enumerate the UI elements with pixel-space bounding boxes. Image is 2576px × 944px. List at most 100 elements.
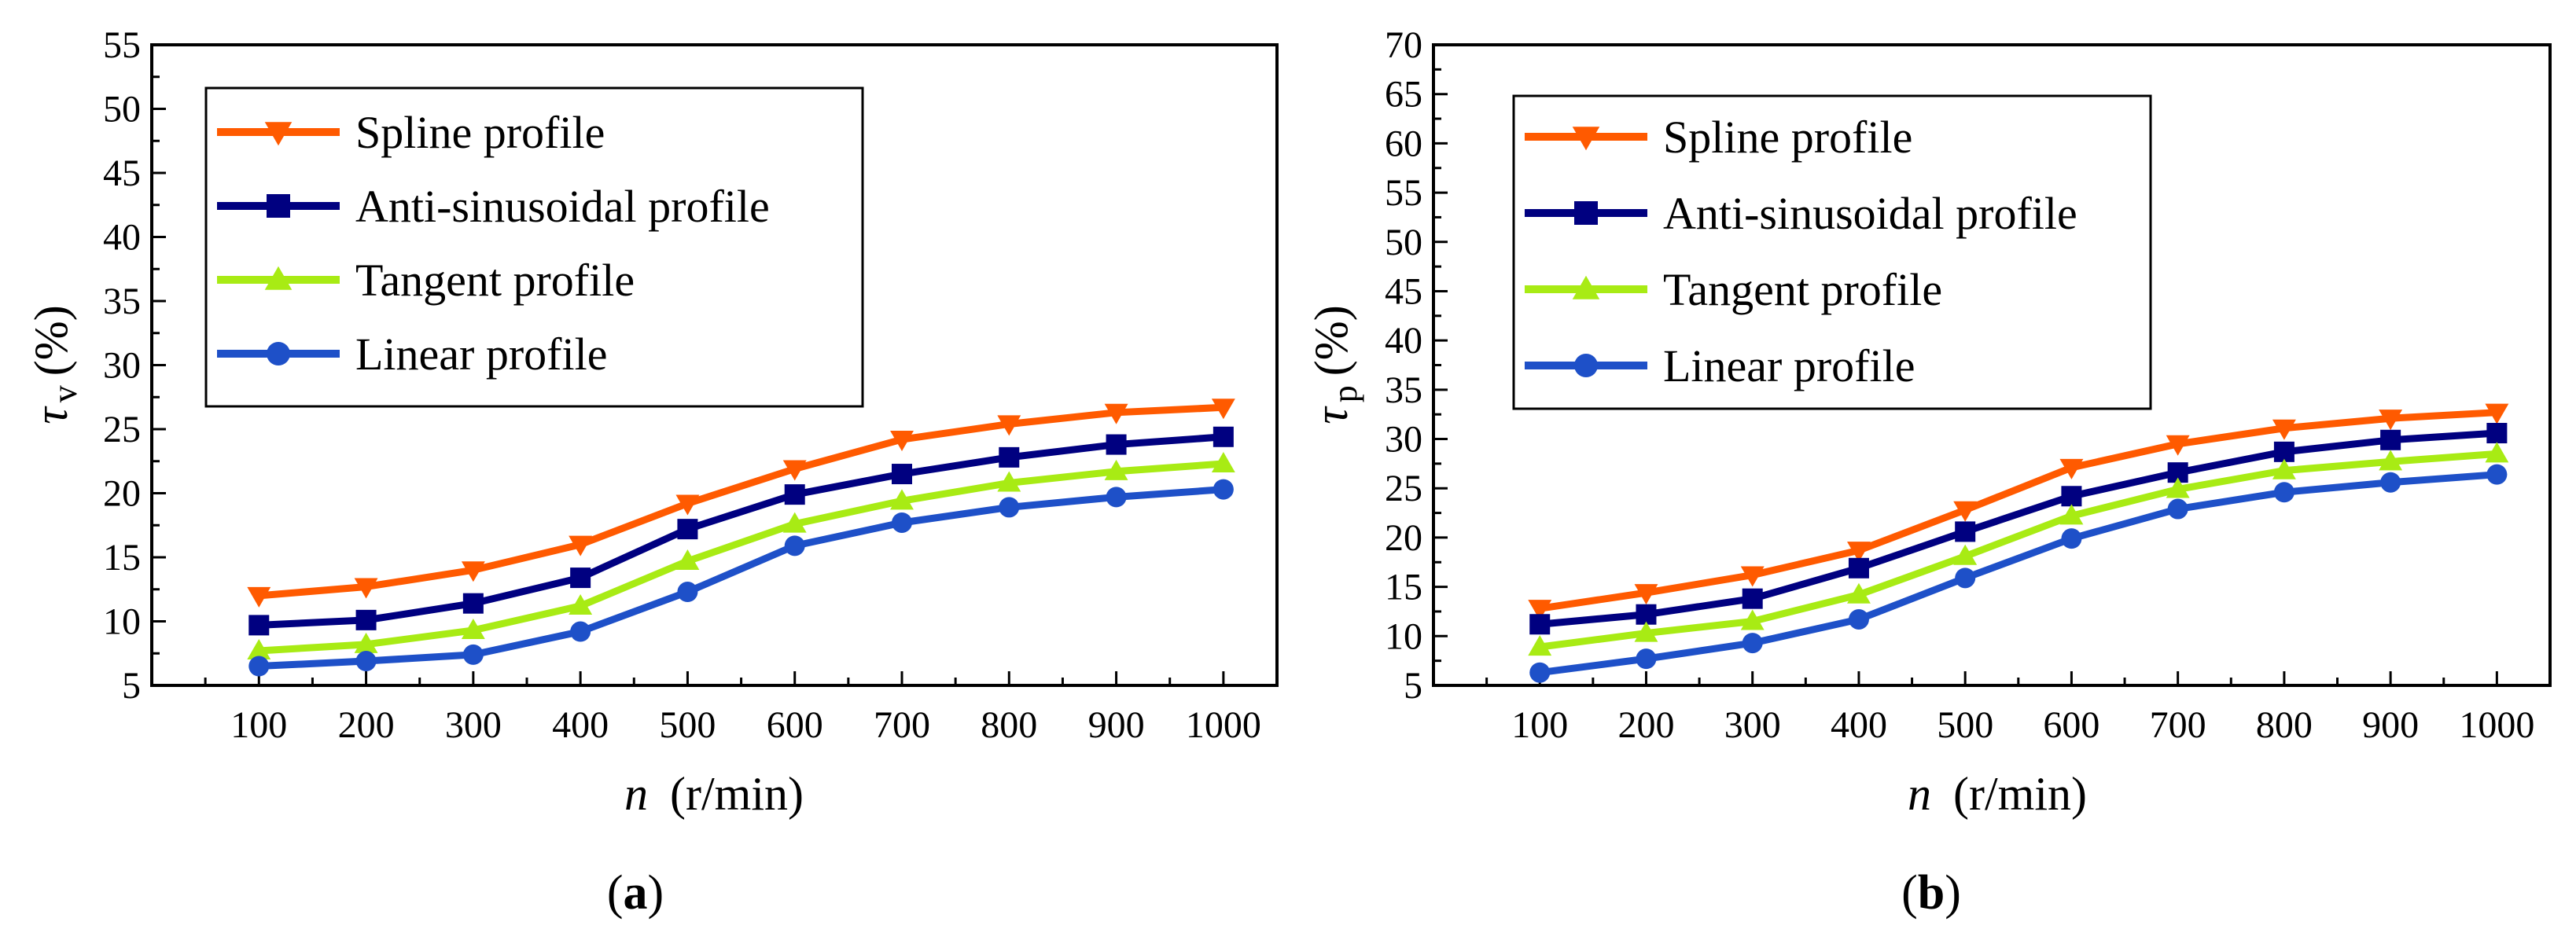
legend-marker-a-spline-profile: [264, 122, 293, 146]
series-line-b-anti-sinusoidal-profile: [1539, 429, 2497, 628]
data-point-b-tangent-profile: [2379, 450, 2403, 471]
data-point-a-tangent-profile: [1104, 459, 1128, 480]
panel-label-a: (a): [607, 866, 664, 920]
panel-label-b: (b): [1901, 866, 1961, 920]
data-point-b-anti-sinusoidal-profile: [2380, 429, 2401, 450]
data-point-b-tangent-profile: [1528, 635, 1552, 656]
data-point-a-tangent-profile: [997, 471, 1021, 492]
data-point-a-anti-sinusoidal-profile: [355, 609, 377, 630]
y-tick-label-a-50: 50: [103, 89, 141, 130]
legend-label-b-spline-profile: Spline profile: [1663, 112, 1912, 163]
data-point-b-linear-profile: [1848, 608, 1869, 630]
x-tick-label-b-200: 200: [1617, 704, 1674, 746]
data-point-a-anti-sinusoidal-profile: [892, 464, 912, 485]
data-point-a-tangent-profile: [247, 639, 271, 660]
data-point-b-anti-sinusoidal-profile: [1955, 521, 1976, 542]
data-point-a-tangent-profile: [782, 512, 807, 533]
y-tick-label-a-5: 5: [122, 665, 141, 707]
x-tick-label-a-1000: 1000: [1186, 704, 1261, 746]
data-point-b-linear-profile: [1742, 633, 1763, 654]
y-tick-label-b-35: 35: [1385, 369, 1422, 411]
y-tick-label-b-30: 30: [1385, 419, 1422, 461]
data-point-a-linear-profile: [677, 582, 698, 603]
data-point-b-tangent-profile: [1847, 582, 1871, 604]
data-point-a-spline-profile: [247, 586, 271, 608]
data-point-b-anti-sinusoidal-profile: [2061, 486, 2082, 507]
legend-label-b-linear-profile: Linear profile: [1663, 340, 1915, 391]
x-tick-label-a-300: 300: [445, 704, 502, 746]
y-tick-label-b-50: 50: [1385, 222, 1422, 263]
y-tick-label-a-40: 40: [103, 217, 141, 259]
y-tick-label-b-10: 10: [1385, 615, 1422, 657]
series-line-a-tangent-profile: [259, 460, 1224, 655]
y-tick-label-b-65: 65: [1385, 74, 1422, 116]
legend-label-b-tangent-profile: Tangent profile: [1663, 264, 1942, 315]
data-point-a-spline-profile: [890, 430, 914, 451]
data-point-b-anti-sinusoidal-profile: [1529, 614, 1551, 635]
data-point-b-spline-profile: [1953, 501, 1978, 522]
chart-panel-b: 5 10 15 20 25 30 35 40 45 50 55 60 65 70 100 200 300 400…: [1305, 24, 2552, 920]
data-point-b-spline-profile: [1740, 566, 1765, 587]
x-axis-title-b: n (r/min): [1908, 768, 2087, 820]
data-point-a-spline-profile: [569, 535, 593, 556]
data-point-a-anti-sinusoidal-profile: [1213, 426, 1234, 447]
y-tick-label-a-20: 20: [103, 473, 141, 515]
data-point-a-anti-sinusoidal-profile: [1106, 434, 1127, 455]
data-point-b-anti-sinusoidal-profile: [2486, 423, 2508, 444]
series-group-a: [247, 399, 1235, 677]
x-tick-label-a-600: 600: [767, 704, 823, 746]
data-point-a-spline-profile: [997, 415, 1021, 436]
data-point-a-spline-profile: [1211, 399, 1235, 420]
series-line-b-linear-profile: [1539, 471, 2497, 677]
data-point-a-tangent-profile: [569, 593, 593, 615]
series-line-b-tangent-profile: [1539, 450, 2497, 651]
legend-marker-a-tangent-profile: [264, 266, 293, 290]
x-ticks-a: 100 200 300 400 500 600 700 800 900 1000: [204, 671, 1261, 746]
y-tick-label-b-40: 40: [1385, 320, 1422, 362]
data-point-b-linear-profile: [1529, 662, 1551, 683]
y-ticks-b: 5 10 15 20 25 30 35 40 45 50 55 60 65 70: [1385, 24, 1448, 707]
x-tick-label-b-400: 400: [1831, 704, 1887, 746]
data-point-a-linear-profile: [892, 512, 912, 533]
data-point-a-linear-profile: [248, 656, 270, 677]
x-tick-label-b-300: 300: [1724, 704, 1781, 746]
data-point-b-tangent-profile: [2059, 504, 2084, 525]
y-axis-title-a: τv(%): [25, 305, 84, 424]
data-point-a-tangent-profile: [675, 549, 700, 570]
y-tick-label-a-55: 55: [103, 24, 141, 66]
x-tick-label-b-700: 700: [2150, 704, 2206, 746]
y-tick-label-a-25: 25: [103, 409, 141, 450]
data-point-b-spline-profile: [2379, 410, 2403, 431]
data-point-a-spline-profile: [1104, 403, 1128, 424]
x-tick-label-a-800: 800: [981, 704, 1037, 746]
x-tick-label-b-600: 600: [2043, 704, 2099, 746]
x-tick-label-b-800: 800: [2256, 704, 2313, 746]
data-point-a-linear-profile: [1106, 487, 1127, 508]
data-point-b-tangent-profile: [1953, 544, 1978, 565]
legend-a: Spline profile Anti-sinusoidal profile Tan…: [204, 86, 864, 408]
data-point-a-spline-profile: [675, 494, 700, 516]
y-tick-label-b-25: 25: [1385, 468, 1422, 509]
legend-box-b: [1512, 94, 2152, 410]
data-point-b-spline-profile: [1634, 584, 1658, 605]
x-tick-label-a-400: 400: [552, 704, 609, 746]
data-point-b-tangent-profile: [2166, 477, 2190, 498]
y-tick-label-a-10: 10: [103, 601, 141, 643]
data-point-b-linear-profile: [2061, 528, 2082, 549]
y-axis-title-b: τp(%): [1305, 305, 1364, 424]
y-tick-label-a-15: 15: [103, 537, 141, 579]
data-point-b-spline-profile: [2059, 458, 2084, 479]
data-point-a-tangent-profile: [354, 632, 378, 653]
data-point-b-tangent-profile: [2272, 458, 2296, 479]
x-tick-label-a-500: 500: [659, 704, 716, 746]
x-tick-label-b-900: 900: [2362, 704, 2419, 746]
data-point-a-spline-profile: [782, 460, 807, 481]
legend-marker-a-anti-sinusoidal-profile: [267, 194, 290, 218]
series-line-a-anti-sinusoidal-profile: [259, 433, 1224, 629]
x-tick-label-a-200: 200: [338, 704, 395, 746]
y-ticks-a: 5 10 15 20 25 30 35 40 45 50 55: [103, 24, 166, 707]
data-point-b-spline-profile: [2272, 419, 2296, 440]
y-tick-label-b-20: 20: [1385, 517, 1422, 559]
legend-marker-b-spline-profile: [1572, 127, 1600, 151]
